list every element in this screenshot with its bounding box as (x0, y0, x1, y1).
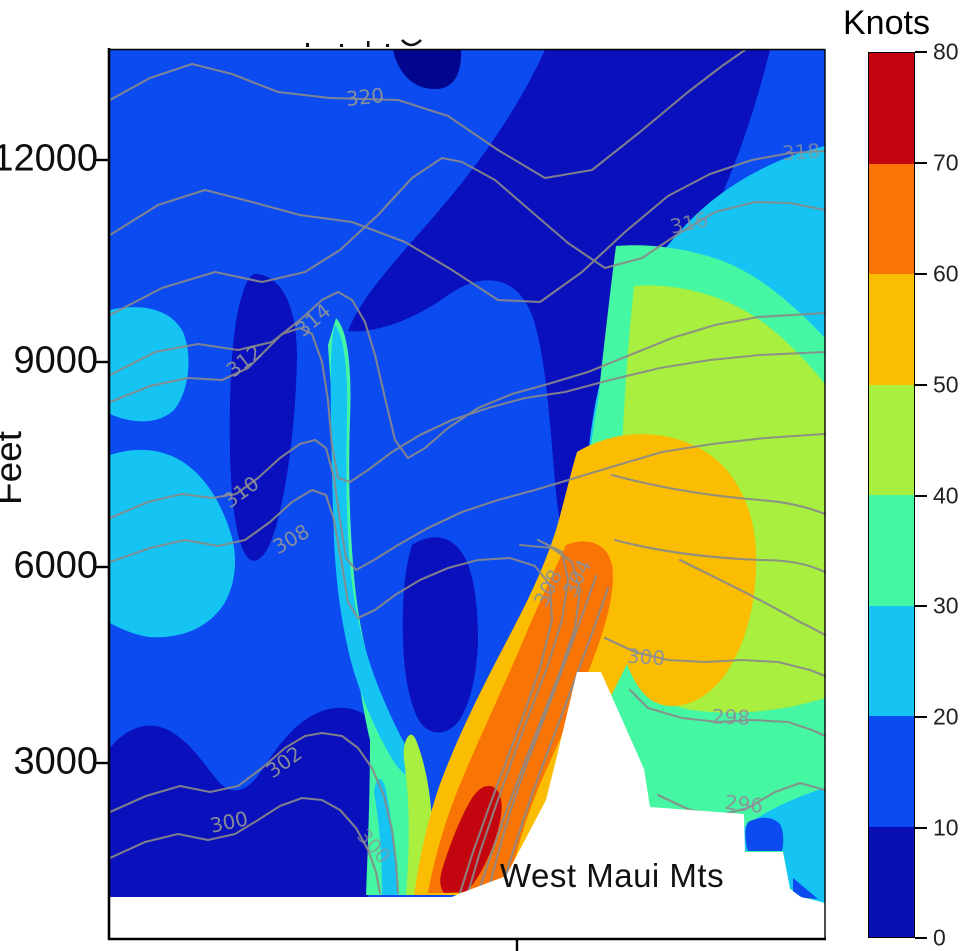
fill-0-10kt-upper-band (348, 50, 770, 599)
fill-0-10kt-312-blob (229, 273, 297, 561)
contour-304-jet (476, 543, 582, 895)
colorbar-ticks (915, 51, 927, 939)
fill-20-30kt-left-patch (110, 307, 189, 422)
terrain-annotation: West Maui Mts (500, 857, 725, 894)
wind-speed-fill-field (110, 50, 825, 903)
fill-10-20kt-notch-pocket (745, 817, 784, 851)
contour-320 (108, 48, 747, 180)
colorbar-tick-label-20: 20 (933, 703, 959, 730)
colorbar-segment-0-10 (869, 826, 914, 937)
colorbar-tick-label-30: 30 (933, 592, 959, 619)
y-axis-tick-label-6000: 6000 (13, 544, 98, 587)
fill-0-10kt-bottom-band (110, 707, 387, 897)
contour-300-left (108, 796, 382, 895)
colorbar-segment-50-60 (869, 274, 914, 385)
contour-308 (108, 488, 554, 895)
fill-darkest-top-blob (393, 50, 462, 90)
contour-308-right (610, 473, 827, 516)
colorbar-title: Knots (843, 4, 930, 42)
contour-label-318: 318 (781, 138, 821, 166)
fill-20-30kt-fan-left-band (374, 778, 398, 895)
contour-318 (108, 149, 827, 304)
clipped-title-fragment (306, 39, 422, 47)
colorbar-segment-60-70 (869, 163, 914, 274)
y-axis-title: Feet (0, 430, 30, 506)
y-axis-tick-label-3000: 3000 (13, 740, 98, 783)
potential-temperature-contours (108, 48, 827, 895)
contour-label-296: 296 (723, 790, 765, 818)
contour-label-300-right: 300 (626, 643, 666, 671)
contour-314 (108, 290, 827, 460)
colorbar-tick-label-50: 50 (933, 371, 959, 398)
colorbar-tick-label-60: 60 (933, 260, 959, 287)
colorbar-segment-40-50 (869, 384, 914, 495)
contour-302-right (678, 558, 827, 637)
colorbar-segment-20-30 (869, 605, 914, 716)
fill-20-30kt-wave-streak-core (330, 325, 417, 777)
contour-label-320: 320 (344, 83, 386, 111)
contour-312 (108, 326, 827, 484)
colorbar-tick-label-0: 0 (933, 924, 946, 951)
fill-0-10kt-dome (402, 537, 478, 733)
axes-frame (96, 48, 826, 951)
contour-304-right (613, 538, 827, 574)
colorbar-tick-label-70: 70 (933, 149, 959, 176)
contour-310 (108, 432, 827, 572)
y-axis-tick-label-12000: 12000 (0, 137, 98, 180)
colorbar-tick-label-40: 40 (933, 482, 959, 509)
y-axis-tick-label-9000: 9000 (13, 339, 98, 382)
colorbar-tick-label-80: 80 (933, 38, 959, 65)
contour-298-right (628, 688, 827, 738)
colorbar-segment-70-80 (869, 53, 914, 164)
colorbar (868, 52, 915, 938)
contour-302-left (108, 731, 400, 895)
colorbar-tick-label-10: 10 (933, 814, 959, 841)
contour-300-right (603, 636, 827, 678)
contour-306-jet (466, 538, 570, 895)
colorbar-segment-30-40 (869, 495, 914, 606)
contour-label-298: 298 (711, 704, 751, 730)
contour-302-jet (486, 574, 598, 895)
contour-316 (108, 156, 827, 317)
terrain-west-maui-mountain (110, 672, 825, 937)
colorbar-segment-10-20 (869, 716, 914, 827)
fill-10-20kt-bottom-right-corner (793, 878, 818, 899)
contour-300-jet (498, 586, 610, 895)
